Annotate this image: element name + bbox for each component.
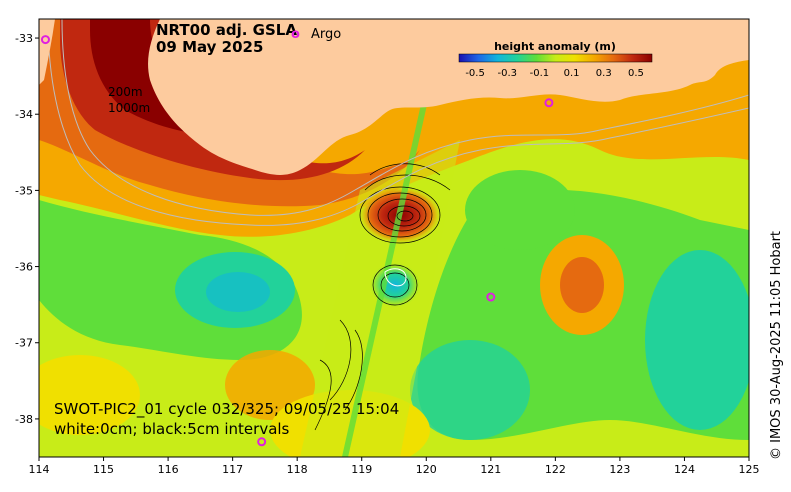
plot-frame: [38, 18, 750, 458]
argo-float-marker: [544, 98, 554, 108]
y-tick-label: -34: [15, 108, 33, 121]
land-southwest-tip: [39, 19, 55, 85]
x-tick-label: 114: [29, 463, 50, 476]
sea-level-field: [39, 19, 749, 457]
y-tick-label: -36: [15, 261, 33, 274]
colorbar-tick-label: 0.1: [564, 68, 580, 79]
map-title: NRT00 adj. GSLA: [156, 21, 297, 39]
colorbar-tick-label: 0.3: [596, 68, 612, 79]
colorbar: [458, 53, 653, 63]
x-tick-label: 119: [351, 463, 372, 476]
x-tick-label: 124: [674, 463, 695, 476]
southeast-green-patch: [410, 340, 530, 440]
x-tick-label: 121: [480, 463, 501, 476]
x-axis: 114 115 116 117 118 119 120 121 122 123 124 125: [29, 457, 760, 476]
swot-info: SWOT-PIC2_01 cycle 032/325; 09/05/25 15:…: [54, 400, 399, 419]
argo-legend-symbol: o: [291, 27, 300, 42]
north-green-patch: [465, 170, 575, 250]
east-cold-eddy: [645, 250, 749, 430]
isobath-1000m: [47, 19, 749, 226]
argo-float-marker: [257, 437, 267, 447]
y-tick-label: -37: [15, 337, 33, 350]
x-tick-label: 118: [287, 463, 308, 476]
colorbar-title: height anomaly (m): [494, 40, 616, 53]
isobath-1000m-label: 1000m: [108, 101, 150, 115]
x-tick-label: 116: [158, 463, 179, 476]
east-warm-eddy-core: [560, 257, 604, 313]
swot-contour-info: white:0cm; black:5cm intervals: [54, 420, 290, 438]
colorbar-tick-label: -0.5: [465, 68, 485, 79]
colorbar-tick-label: -0.3: [497, 68, 517, 79]
y-tick-label: -33: [15, 32, 33, 45]
x-tick-label: 123: [609, 463, 630, 476]
x-tick-label: 115: [93, 463, 114, 476]
x-tick-label: 122: [545, 463, 566, 476]
argo-legend-label: Argo: [311, 27, 341, 42]
zero-contour: [384, 268, 407, 287]
y-tick-label: -38: [15, 413, 33, 426]
credit-text: © IMOS 30-Aug-2025 11:05 Hobart: [769, 231, 784, 460]
argo-float-marker: [486, 292, 496, 302]
colorbar-ticks: -0.5 -0.3 -0.1 0.1 0.3 0.5: [465, 68, 644, 79]
argo-floats: [40, 35, 554, 447]
x-tick-label: 125: [739, 463, 760, 476]
isobath-200m: [61, 19, 749, 216]
map-date: 09 May 2025: [156, 38, 263, 56]
argo-float-marker: [40, 35, 50, 45]
southwest-warm-patch: [39, 355, 140, 435]
y-axis: -33 -34 -35 -36 -37 -38: [15, 32, 39, 426]
west-cold-eddy-core: [206, 272, 270, 312]
y-tick-label: -35: [15, 184, 33, 197]
colorbar-tick-label: -0.1: [530, 68, 550, 79]
x-tick-label: 117: [222, 463, 243, 476]
colorbar-tick-label: 0.5: [628, 68, 644, 79]
isobath-200m-label: 200m: [108, 85, 143, 99]
swot-contours: [314, 163, 451, 431]
x-tick-label: 120: [416, 463, 437, 476]
